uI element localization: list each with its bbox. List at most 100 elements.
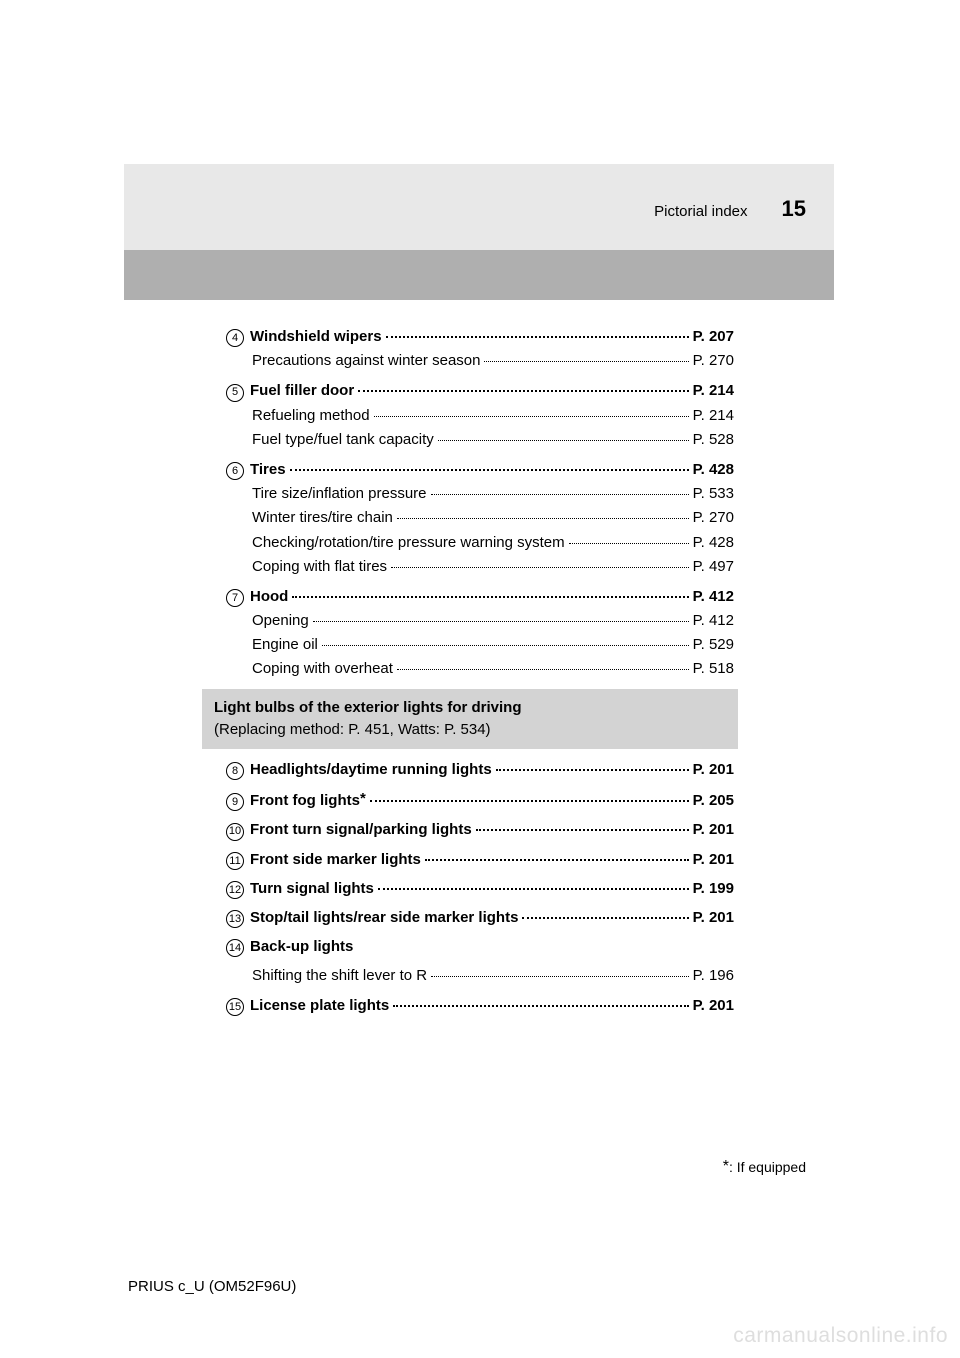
entry-label: Front fog lights* — [250, 788, 366, 812]
leader-dots — [496, 769, 689, 771]
entry-page: P. 270 — [693, 507, 734, 529]
content-area: 4Windshield wipersP. 207Precautions agai… — [226, 326, 734, 1024]
entry-label: Front turn signal/parking lights — [250, 819, 472, 841]
entry-label: Shifting the shift lever to R — [252, 965, 427, 987]
index-entry-main: 5 Fuel filler door P. 214 — [226, 380, 734, 402]
entry-page: P. 533 — [693, 483, 734, 505]
index-entry-main: 4Windshield wipersP. 207 — [226, 326, 734, 348]
index-entry-sub: Engine oil P. 529 — [226, 634, 734, 656]
item-number-icon: 11 — [226, 852, 244, 870]
entry-label: License plate lights — [250, 995, 389, 1017]
entry-label: Fuel filler door — [250, 380, 354, 402]
item-number-icon: 12 — [226, 881, 244, 899]
entry-page: P. 201 — [693, 907, 734, 929]
entry-page: P. 497 — [693, 556, 734, 578]
leader-dots — [425, 859, 689, 861]
entry-page: P. 214 — [693, 380, 734, 402]
entry-label: Front side marker lights — [250, 849, 421, 871]
entry-label: Stop/tail lights/rear side marker lights — [250, 907, 518, 929]
item-number-icon: 5 — [226, 384, 244, 402]
entry-page: P. 529 — [693, 634, 734, 656]
leader-dots — [431, 494, 689, 495]
entry-page: P. 214 — [693, 405, 734, 427]
entry-page: P. 201 — [693, 759, 734, 781]
entry-page: P. 201 — [693, 819, 734, 841]
leader-dots — [370, 800, 689, 802]
index-group: 4Windshield wipersP. 207Precautions agai… — [226, 326, 734, 372]
callout-box: Light bulbs of the exterior lights for d… — [202, 689, 738, 749]
entry-page: P. 196 — [693, 965, 734, 987]
index-group: 6TiresP. 428Tire size/inflation pressure… — [226, 459, 734, 578]
light-entry: 14 Back-up lights — [226, 936, 734, 958]
light-entry: 15License plate lightsP. 201 — [226, 995, 734, 1017]
index-group: 5 Fuel filler door P. 214 Refueling method P… — [226, 380, 734, 451]
item-number-icon: 7 — [226, 589, 244, 607]
callout-title: Light bulbs of the exterior lights for d… — [214, 697, 728, 719]
index-group: 7 Hood P. 412OpeningP. 412Engine oil P. 529… — [226, 586, 734, 681]
entry-label: Fuel type/fuel tank capacity — [252, 429, 434, 451]
index-entry-main: 7 Hood P. 412 — [226, 586, 734, 608]
entry-label: Coping with overheat — [252, 658, 393, 680]
gray-band — [124, 250, 834, 300]
entry-page: P. 412 — [693, 610, 734, 632]
leader-dots — [522, 917, 688, 919]
entry-label: Back-up lights — [250, 936, 353, 958]
light-entry-sub: Shifting the shift lever to R P. 196 — [226, 965, 734, 987]
item-number-icon: 15 — [226, 998, 244, 1016]
entry-label: Tires — [250, 459, 286, 481]
leader-dots — [290, 469, 689, 471]
watermark: carmanualsonline.info — [733, 1324, 948, 1348]
entry-page: P. 207 — [693, 326, 734, 348]
index-entry-sub: Precautions against winter season P. 270 — [226, 350, 734, 372]
item-number-icon: 6 — [226, 462, 244, 480]
entry-label: Precautions against winter season — [252, 350, 480, 372]
entry-label: Hood — [250, 586, 288, 608]
leader-dots — [313, 621, 689, 622]
light-entry: 11 Front side marker lights P. 201 — [226, 849, 734, 871]
light-entry: 10 Front turn signal/parking lights P. 201 — [226, 819, 734, 841]
entry-page: P. 528 — [693, 429, 734, 451]
leader-dots — [438, 440, 689, 441]
leader-dots — [374, 416, 689, 417]
light-entry: 13Stop/tail lights/rear side marker ligh… — [226, 907, 734, 929]
index-entry-sub: Winter tires/tire chain P. 270 — [226, 507, 734, 529]
entry-label: Coping with flat tires — [252, 556, 387, 578]
leader-dots — [386, 336, 689, 338]
entry-label: Winter tires/tire chain — [252, 507, 393, 529]
entry-page: P. 199 — [693, 878, 734, 900]
page-number: 15 — [782, 196, 806, 222]
leader-dots — [378, 888, 689, 890]
entry-page: P. 201 — [693, 849, 734, 871]
document-id: PRIUS c_U (OM52F96U) — [128, 1278, 296, 1295]
item-number-icon: 4 — [226, 329, 244, 347]
entry-page: P. 412 — [693, 586, 734, 608]
leader-dots — [484, 361, 688, 362]
item-number-icon: 10 — [226, 823, 244, 841]
index-entry-sub: Fuel type/fuel tank capacity P. 528 — [226, 429, 734, 451]
entry-page: P. 428 — [693, 459, 734, 481]
light-entry: 9 Front fog lights* P. 205 — [226, 788, 734, 812]
leader-dots — [292, 596, 688, 598]
entry-page: P. 428 — [693, 532, 734, 554]
entry-page: P. 518 — [693, 658, 734, 680]
page-header: Pictorial index 15 — [124, 196, 834, 222]
item-number-icon: 14 — [226, 939, 244, 957]
footnote: *: If equipped — [124, 1158, 834, 1176]
leader-dots — [569, 543, 689, 544]
item-number-icon: 9 — [226, 793, 244, 811]
leader-dots — [391, 567, 689, 568]
leader-dots — [397, 518, 689, 519]
leader-dots — [476, 829, 689, 831]
index-entry-sub: OpeningP. 412 — [226, 610, 734, 632]
entry-label: Refueling method — [252, 405, 370, 427]
light-entry: 8Headlights/daytime running lightsP. 201 — [226, 759, 734, 781]
leader-dots — [393, 1005, 688, 1007]
item-number-icon: 8 — [226, 762, 244, 780]
entry-page: P. 205 — [693, 790, 734, 812]
index-entry-sub: Coping with overheat P. 518 — [226, 658, 734, 680]
entry-label: Checking/rotation/tire pressure warning … — [252, 532, 565, 554]
leader-dots — [397, 669, 689, 670]
leader-dots — [358, 390, 688, 392]
entry-page: P. 270 — [693, 350, 734, 372]
entry-label: Engine oil — [252, 634, 318, 656]
